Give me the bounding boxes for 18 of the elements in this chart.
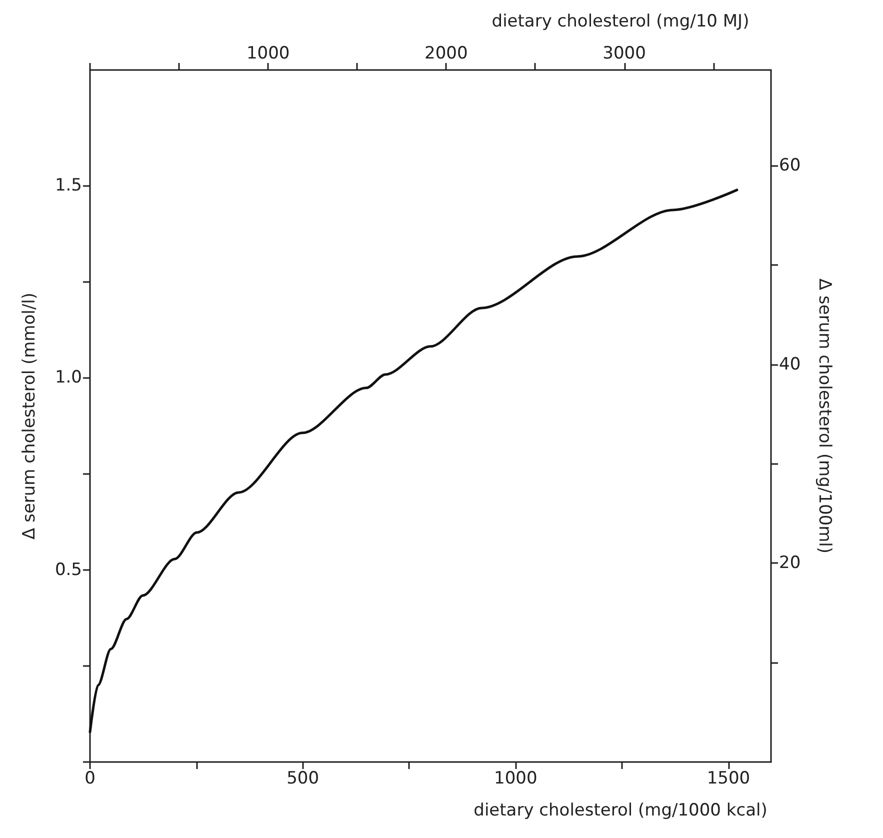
x-axis-title: dietary cholesterol (mg/1000 kcal) — [474, 800, 768, 820]
x2-axis-title: dietary cholesterol (mg/10 MJ) — [492, 12, 750, 32]
x2-tick-label: 3000 — [602, 44, 646, 64]
y2-axis-title: Δ serum cholesterol (mg/100ml) — [814, 278, 834, 554]
y-tick-label: 1.0 — [54, 368, 82, 388]
x2-tick-label: 2000 — [424, 44, 468, 64]
y2-tick-label: 60 — [779, 155, 801, 176]
y-axis-title: Δ serum cholesterol (mmol/l) — [20, 292, 40, 540]
y2-tick-label: 40 — [779, 354, 801, 374]
x-tick-label: 500 — [286, 768, 320, 788]
y2-tick-label: 20 — [779, 553, 801, 574]
x-tick-label: 1500 — [706, 768, 750, 788]
x2-tick-label: 1000 — [246, 44, 290, 64]
line-series — [88, 188, 738, 734]
x-tick-label: 0 — [84, 768, 96, 788]
y-tick-label: 0.5 — [54, 560, 82, 580]
y-tick-label: 1.5 — [54, 175, 82, 196]
x-tick-label: 1000 — [494, 768, 538, 788]
